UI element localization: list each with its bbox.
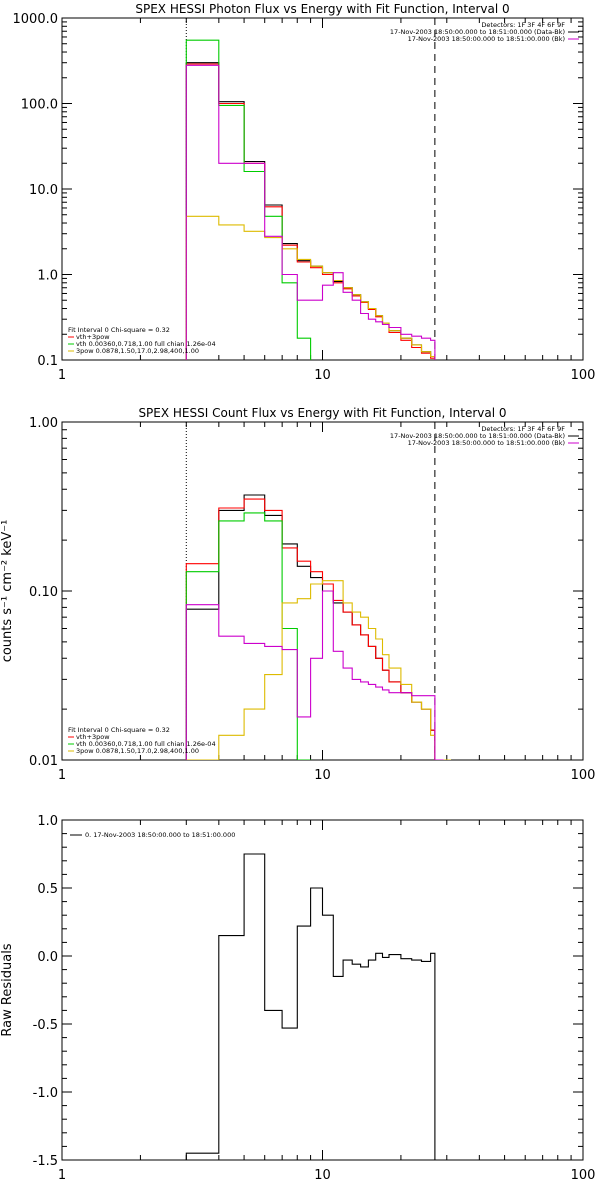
y-axis-label: Raw Residuals: [0, 943, 15, 1036]
legend-bl-item: 3pow 0.0878,1.50,17.0,2.98,400,1.00: [76, 747, 199, 755]
legend-bl-item: Fit Interval 0 Chi-square = 0.32: [68, 726, 170, 734]
x-tick-label: 10: [314, 768, 331, 783]
y-tick-label: -1.0: [33, 1086, 58, 1101]
chart-panel-1: SPEX HESSI Photon Flux vs Energy with Fi…: [13, 2, 596, 383]
x-tick-label: 1: [58, 368, 66, 383]
y-tick-label: -0.5: [33, 1018, 58, 1033]
series-group: [185, 39, 436, 360]
y-tick-label: 0.10: [29, 585, 58, 600]
series-3-line: [185, 512, 312, 760]
x-tick-label: 10: [314, 1168, 331, 1183]
legend-bl-item: Fit Interval 0 Chi-square = 0.32: [68, 326, 170, 334]
series-1-line: [185, 853, 436, 1160]
x-tick-label: 10: [314, 368, 331, 383]
chart-title: SPEX HESSI Photon Flux vs Energy with Fi…: [135, 2, 509, 16]
y-tick-label: 1.00: [29, 416, 58, 431]
y-tick-label: 100.0: [21, 98, 58, 113]
series-5-line: [185, 590, 444, 760]
legend-bl-item: vth+3pow: [76, 333, 110, 341]
legend-tr-item: Detectors: 1F 3F 4F 6F 9F: [481, 21, 565, 29]
legend-tl-item: 0. 17-Nov-2003 18:50:00.000 to 18:51:00.…: [85, 831, 235, 839]
x-tick-label: 100: [571, 368, 596, 383]
y-tick-label: 0.0: [37, 950, 58, 965]
y-tick-label: 10.0: [29, 183, 58, 198]
x-tick-label: 100: [571, 1168, 596, 1183]
x-tick-label: 1: [58, 768, 66, 783]
chart-panel-3: 1 10 100 -1.5 -1.0 -0.5 0.0 0.5 1.0 Raw Residuals…: [0, 814, 595, 1183]
legend-tr-item: 17-Nov-2003 18:50:00.000 to 18:51:00.000…: [390, 432, 565, 440]
x-tick-label: 100: [571, 768, 596, 783]
y-tick-label: 1.0: [37, 269, 58, 284]
y-tick-label: 1.0: [37, 814, 58, 829]
legend-bl-item: 3pow 0.0878,1.50,17.0,2.98,400,1.00: [76, 347, 199, 355]
legend-bl-item: vth 0.00360,0.718,1.00 full chian 1.26e-…: [76, 740, 216, 748]
y-tick-label: 0.01: [29, 754, 58, 769]
legend-tr-item: 17-Nov-2003 18:50:00.000 to 18:51:00.000…: [408, 35, 565, 43]
series-5-line: [185, 64, 436, 360]
legend-bl-item: vth 0.00360,0.718,1.00 full chian 1.26e-…: [76, 340, 216, 348]
y-tick-label: -1.5: [33, 1154, 58, 1169]
x-tick-label: 1: [58, 1168, 66, 1183]
y-axis-label: counts s⁻¹ cm⁻² keV⁻¹: [0, 520, 15, 663]
series-group: [185, 494, 452, 760]
legend-tr-item: 17-Nov-2003 18:50:00.000 to 18:51:00.000…: [408, 439, 565, 447]
y-tick-label: 1000.0: [13, 12, 59, 27]
chart-title: SPEX HESSI Count Flux vs Energy with Fit…: [138, 406, 506, 420]
series-group: [185, 853, 436, 1160]
y-tick-label: 0.5: [37, 882, 58, 897]
series-4-line: [185, 580, 452, 760]
y-tick-label: 0.1: [37, 354, 58, 369]
legend-bl-item: vth+3pow: [76, 733, 110, 741]
legend-tr-item: Detectors: 1F 3F 4F 6F 9F: [481, 425, 565, 433]
chart-panel-2: SPEX HESSI Count Flux vs Energy with Fit…: [0, 406, 595, 783]
legend-tr-item: 17-Nov-2003 18:50:00.000 to 18:51:00.000…: [390, 28, 565, 36]
